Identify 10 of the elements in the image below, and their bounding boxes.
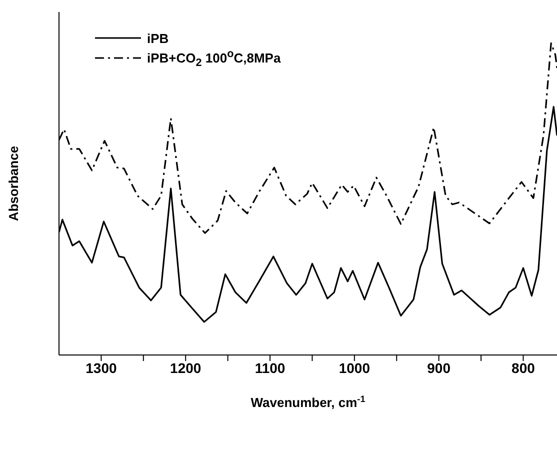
legend-label: iPB: [147, 30, 169, 46]
x-tick-label: 1100: [254, 360, 286, 376]
x-tick-label: 900: [427, 360, 451, 376]
legend-label: iPB+CO$_{2}$ 100$^{o}$C,8MPa: [147, 48, 281, 68]
y-axis-title: Absorbance: [6, 146, 21, 222]
x-tick-label: 1000: [338, 360, 370, 376]
x-tick-label: 1200: [170, 360, 202, 376]
x-tick-label: 800: [512, 360, 536, 376]
x-axis-title: Wavenumber, cm$^{-1}$: [250, 394, 366, 410]
x-tick-label: 1300: [86, 360, 117, 376]
